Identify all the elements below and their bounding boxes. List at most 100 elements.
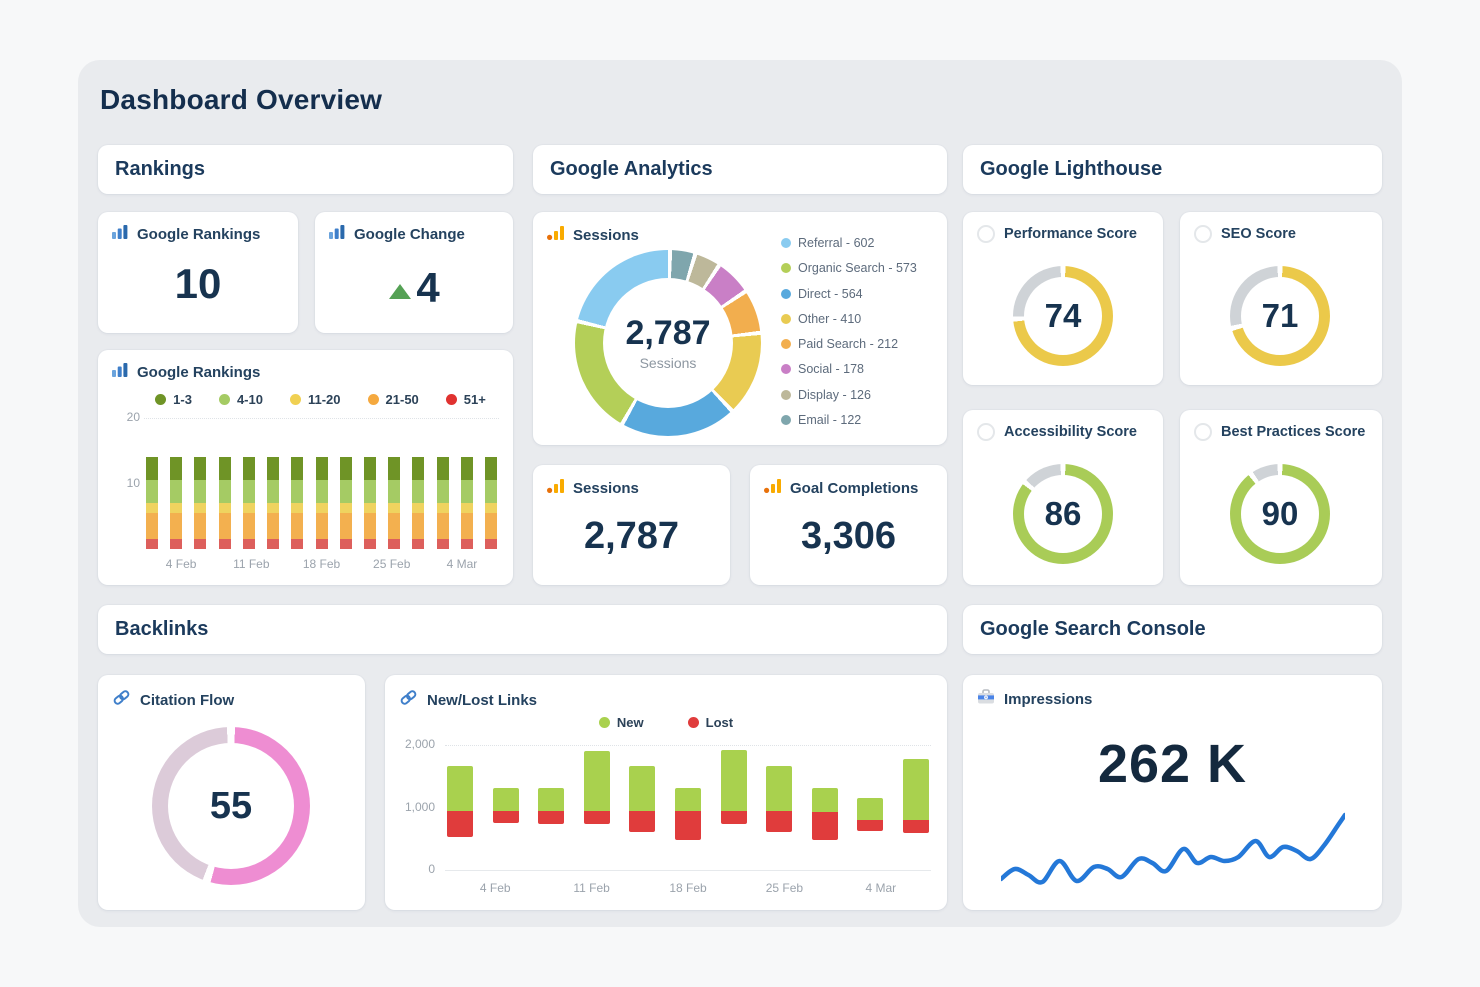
card-title: Google Change (354, 226, 465, 243)
lost-links-bar[interactable] (857, 820, 884, 832)
new-lost-bar-plot[interactable] (447, 745, 929, 870)
bar-segment (388, 503, 401, 513)
card-title: Sessions (573, 226, 639, 244)
new-links-bar[interactable] (720, 750, 747, 811)
legend-item[interactable]: Organic Search - 573 (781, 261, 939, 275)
x-axis-label: 4 Mar (865, 881, 897, 895)
y-axis-label: 10 (126, 475, 140, 490)
new-links-bar[interactable] (903, 758, 929, 821)
stacked-bar[interactable] (267, 418, 280, 549)
stacked-bar[interactable] (242, 418, 255, 549)
stacked-bar[interactable] (436, 418, 449, 549)
x-axis-label: 11 Feb (233, 557, 270, 571)
legend-label: Email - 122 (798, 412, 862, 427)
y-axis-label: 20 (126, 410, 140, 424)
lost-links-bar[interactable] (903, 820, 929, 833)
new-links-bar[interactable] (583, 751, 610, 811)
stacked-bar[interactable] (291, 418, 304, 549)
google-rankings-chart-card: Google Rankings 1-3 4-10 11-20 21-50 51+ 4 F… (98, 350, 513, 585)
bar-segment (194, 457, 207, 481)
bar-segment (218, 503, 231, 513)
stacked-bar[interactable] (363, 418, 376, 549)
new-links-bar[interactable] (766, 766, 793, 811)
legend-item[interactable]: Display - 126 (781, 388, 939, 402)
lost-links-bar[interactable] (675, 810, 701, 840)
stacked-bar[interactable] (485, 418, 497, 549)
bar-segment (267, 503, 280, 513)
stacked-bar[interactable] (412, 418, 425, 549)
new-links-bar[interactable] (447, 766, 473, 811)
legend-item[interactable]: Social - 178 (781, 362, 939, 376)
bar-segment (460, 503, 473, 513)
gridline (144, 418, 499, 419)
bar-segment (218, 480, 231, 504)
stat-value: 2,787 (583, 515, 680, 557)
lost-links-bar[interactable] (447, 810, 473, 837)
legend-item[interactable]: Lost (687, 715, 734, 730)
stacked-bar[interactable] (194, 418, 207, 549)
lost-links-bar[interactable] (720, 810, 747, 824)
legend-item[interactable]: Other - 410 (781, 312, 939, 326)
stacked-bar[interactable] (388, 418, 401, 549)
lost-links-bar[interactable] (492, 810, 519, 824)
lost-links-bar[interactable] (766, 810, 793, 833)
lost-links-bar[interactable] (583, 810, 610, 825)
dashboard: Dashboard Overview Rankings Google Analy… (78, 60, 1402, 927)
legend-item[interactable]: 51+ (445, 392, 486, 407)
bar-segment (363, 457, 376, 481)
bar-segment (315, 513, 328, 540)
lost-links-bar[interactable] (629, 810, 656, 833)
panel-title: Google Analytics (550, 158, 713, 180)
lost-links-bar[interactable] (538, 810, 565, 825)
rankings-x-axis: 4 Feb 11 Feb 18 Feb 25 Feb 4 Mar (146, 557, 497, 571)
rankings-stacked-bar-plot[interactable] (146, 418, 497, 549)
bar-segment (291, 513, 304, 540)
new-lost-links-chart-card: New/Lost Links New Lost 4 Feb 11 Feb 18 Feb… (385, 675, 947, 910)
stacked-bar[interactable] (315, 418, 328, 549)
analytics-bars-orange-icon (547, 478, 564, 498)
bar-segment (339, 457, 352, 481)
new-links-bar[interactable] (538, 788, 565, 811)
google-change-stat-card: Google Change 4 (315, 212, 513, 333)
legend-item[interactable]: Direct - 564 (781, 287, 939, 301)
card-title: Accessibility Score (1004, 424, 1137, 440)
bar-segment (412, 503, 425, 513)
legend-label: Lost (705, 715, 734, 730)
gauge-value: 86 (1024, 475, 1102, 553)
new-links-bar[interactable] (492, 788, 519, 811)
card-title: Google Rankings (137, 364, 261, 381)
stacked-bar[interactable] (146, 418, 158, 549)
legend-item[interactable]: 21-50 (367, 392, 419, 407)
legend-label: Direct - 564 (798, 286, 863, 301)
rankings-chart-legend: 1-3 4-10 11-20 21-50 51+ (138, 392, 503, 407)
new-links-bar[interactable] (811, 788, 838, 812)
legend-dot (218, 394, 230, 405)
impressions-sparkline[interactable] (1001, 797, 1345, 897)
sessions-donut-card: Sessions 2,787 Sessions Referral - 602 Or… (533, 212, 947, 445)
legend-item[interactable]: Paid Search - 212 (781, 337, 939, 351)
new-links-bar[interactable] (857, 797, 884, 820)
stacked-bar[interactable] (218, 418, 231, 549)
new-links-bar[interactable] (629, 766, 656, 811)
bar-segment (146, 480, 158, 504)
legend-item[interactable]: Email - 122 (781, 413, 939, 427)
bar-segment (388, 457, 401, 481)
lost-links-bar[interactable] (811, 811, 838, 840)
legend-item[interactable]: 11-20 (289, 392, 341, 407)
bar-segment (339, 480, 352, 504)
chain-link-icon (399, 688, 418, 712)
legend-item[interactable]: 4-10 (218, 392, 263, 407)
bar-segment (388, 480, 401, 504)
stacked-bar[interactable] (339, 418, 352, 549)
sessions-donut-chart[interactable]: 2,787 Sessions (575, 250, 761, 436)
legend-dot (781, 389, 791, 400)
legend-item[interactable]: Referral - 602 (781, 236, 939, 250)
legend-item[interactable]: New (598, 715, 644, 730)
lighthouse-circle-icon (1194, 423, 1212, 441)
new-links-bar[interactable] (675, 788, 701, 811)
lighthouse-circle-icon (1194, 225, 1212, 243)
legend-item[interactable]: 1-3 (155, 392, 192, 407)
bar-segment (146, 457, 158, 481)
stacked-bar[interactable] (460, 418, 473, 549)
stacked-bar[interactable] (170, 418, 183, 549)
